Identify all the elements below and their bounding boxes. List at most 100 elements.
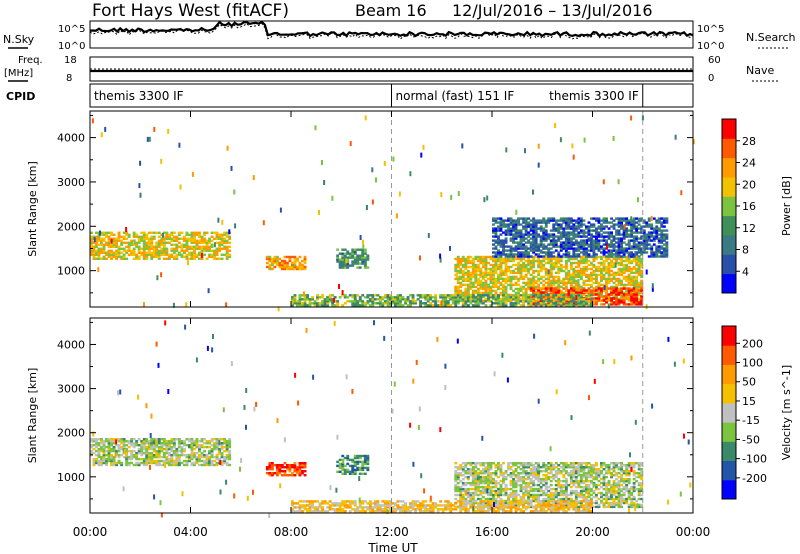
echo-cell	[612, 239, 616, 242]
echo-cell	[650, 225, 654, 228]
echo-cell	[610, 289, 613, 292]
echo-cell	[610, 269, 613, 273]
echo-cell	[466, 287, 470, 291]
echo-cell	[567, 302, 571, 305]
echo-cell	[494, 251, 498, 254]
echo-cell	[102, 243, 106, 246]
echo-cell	[188, 438, 191, 441]
echo-cell	[610, 251, 613, 254]
echo-cell	[115, 451, 118, 455]
echo-cell	[481, 491, 485, 495]
echo-cell	[600, 245, 603, 248]
echo-cell	[481, 283, 485, 287]
echo-cell	[532, 255, 536, 259]
echo-cell	[579, 271, 583, 275]
echo-cell	[564, 273, 568, 277]
echo-cell	[203, 233, 206, 236]
echo-cell	[198, 444, 201, 447]
echo-cell	[426, 296, 430, 299]
echo-cell	[622, 259, 626, 263]
echo-cell	[291, 300, 294, 303]
echo-cell	[132, 445, 136, 449]
echo-cell	[469, 464, 473, 467]
echo-cell	[358, 296, 362, 299]
echo-cell	[567, 239, 571, 242]
echo-cell	[554, 259, 558, 263]
echo-cell	[288, 474, 292, 477]
echo-cell	[162, 249, 166, 252]
echo-cell	[632, 239, 636, 242]
echo-cell	[582, 281, 586, 285]
echo-cell	[461, 271, 465, 275]
echo-cell	[612, 273, 616, 277]
echo-cell	[479, 275, 483, 279]
echo-cell	[517, 295, 520, 299]
echo-cell	[218, 235, 221, 238]
echo-cell	[592, 281, 596, 285]
echo-cell	[497, 302, 500, 305]
echo-cell	[100, 243, 103, 246]
echo-cell	[210, 243, 214, 246]
echo-cell	[532, 283, 536, 287]
echo-cell	[175, 451, 179, 455]
echo-cell	[457, 191, 460, 196]
echo-cell	[522, 285, 526, 289]
echo-cell	[577, 255, 581, 258]
echo-cell	[378, 298, 382, 301]
echo-cell	[434, 304, 438, 307]
echo-cell	[552, 263, 556, 267]
echo-cell	[208, 239, 211, 242]
echo-cell	[627, 241, 631, 244]
echo-cell	[288, 265, 292, 269]
echo-cell	[110, 449, 113, 453]
echo-cell	[353, 248, 357, 251]
echo-cell	[557, 271, 561, 275]
echo-cell	[564, 271, 568, 275]
echo-cell	[353, 260, 357, 263]
echo-cell	[567, 221, 571, 224]
echo-cell	[361, 260, 365, 263]
echo-cell	[509, 237, 513, 240]
echo-cell	[487, 497, 490, 501]
echo-cell	[542, 231, 546, 234]
echo-cell	[351, 458, 355, 462]
echo-cell	[363, 262, 367, 265]
echo-cell	[605, 297, 608, 300]
echo-cell	[600, 273, 603, 277]
echo-cell	[162, 440, 166, 443]
echo-cell	[577, 302, 581, 305]
echo-cell	[474, 489, 478, 493]
echo-cell	[620, 241, 623, 244]
echo-cell	[454, 489, 458, 493]
date-range: 12/Jul/2016 – 13/Jul/2016	[452, 1, 653, 20]
echo-cell	[587, 237, 591, 240]
echo-cell	[122, 438, 126, 441]
echo-cell	[476, 474, 480, 477]
echo-cell	[559, 247, 563, 250]
echo-cell	[190, 253, 194, 256]
echo-cell	[265, 472, 269, 475]
echo-cell	[655, 251, 659, 254]
echo-cell	[637, 231, 641, 234]
echo-cell	[645, 241, 649, 244]
echo-cell	[509, 229, 513, 232]
echo-cell	[203, 239, 206, 242]
echo-cell	[346, 454, 350, 458]
echo-cell	[557, 279, 561, 283]
echo-cell	[494, 483, 498, 487]
echo-cell	[579, 247, 583, 250]
echo-cell	[167, 257, 171, 260]
echo-cell	[278, 265, 282, 269]
echo-cell	[642, 229, 646, 232]
echo-cell	[459, 261, 463, 265]
echo-cell	[394, 298, 397, 301]
echo-cell	[657, 233, 661, 236]
echo-cell	[605, 289, 608, 292]
echo-cell	[461, 294, 465, 297]
echo-cell	[481, 462, 485, 465]
echo-cell	[172, 235, 176, 238]
echo-cell	[228, 438, 232, 441]
echo-cell	[519, 259, 523, 263]
echo-cell	[396, 298, 400, 301]
